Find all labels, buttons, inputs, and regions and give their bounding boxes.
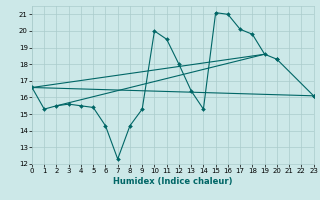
X-axis label: Humidex (Indice chaleur): Humidex (Indice chaleur) xyxy=(113,177,233,186)
